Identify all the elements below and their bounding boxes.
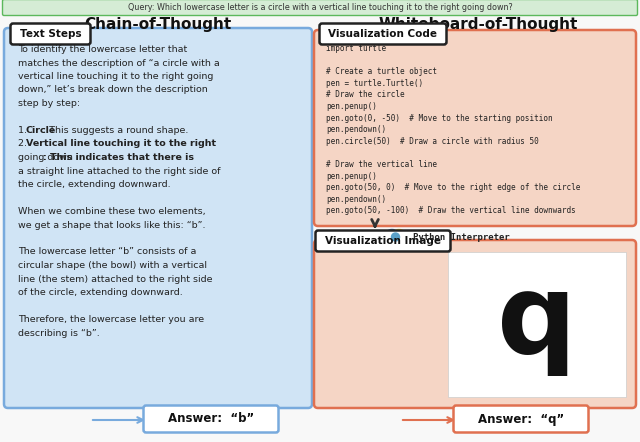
Text: we get a shape that looks like this: “b”.: we get a shape that looks like this: “b”…: [18, 221, 205, 229]
Text: : This indicates that there is: : This indicates that there is: [44, 153, 195, 162]
Text: Whiteboard-of-Thought: Whiteboard-of-Thought: [378, 16, 578, 31]
Text: import turtle: import turtle: [326, 44, 386, 53]
Text: q: q: [497, 268, 577, 376]
Text: a straight line attached to the right side of: a straight line attached to the right si…: [18, 167, 221, 175]
Text: Answer:  “b”: Answer: “b”: [168, 412, 254, 426]
FancyBboxPatch shape: [4, 28, 312, 408]
Text: pen.penup(): pen.penup(): [326, 102, 377, 111]
Text: pen = turtle.Turtle(): pen = turtle.Turtle(): [326, 79, 423, 88]
FancyBboxPatch shape: [3, 0, 637, 15]
Text: going down: going down: [18, 153, 73, 162]
Text: Text Steps: Text Steps: [20, 29, 81, 39]
Text: circular shape (the bowl) with a vertical: circular shape (the bowl) with a vertica…: [18, 261, 207, 270]
FancyBboxPatch shape: [316, 230, 451, 251]
Text: Vertical line touching it to the right: Vertical line touching it to the right: [26, 140, 216, 149]
Text: describing is “b”.: describing is “b”.: [18, 328, 100, 338]
Text: of the circle, extending downward.: of the circle, extending downward.: [18, 288, 183, 297]
Text: the circle, extending downward.: the circle, extending downward.: [18, 180, 171, 189]
Text: line (the stem) attached to the right side: line (the stem) attached to the right si…: [18, 274, 212, 283]
Text: pen.pendown(): pen.pendown(): [326, 195, 386, 204]
Text: Chain-of-Thought: Chain-of-Thought: [84, 16, 232, 31]
FancyBboxPatch shape: [10, 23, 90, 45]
Text: : This suggests a round shape.: : This suggests a round shape.: [43, 126, 188, 135]
Text: pen.circle(50)  # Draw a circle with radius 50: pen.circle(50) # Draw a circle with radi…: [326, 137, 539, 146]
FancyBboxPatch shape: [314, 30, 636, 226]
Text: Circle: Circle: [26, 126, 56, 135]
Text: When we combine these two elements,: When we combine these two elements,: [18, 207, 205, 216]
FancyBboxPatch shape: [314, 240, 636, 408]
Text: step by step:: step by step:: [18, 99, 80, 108]
FancyBboxPatch shape: [143, 405, 278, 433]
Text: matches the description of “a circle with a: matches the description of “a circle wit…: [18, 58, 220, 68]
Text: Python Interpreter: Python Interpreter: [413, 232, 509, 241]
Circle shape: [385, 229, 399, 244]
Text: pen.penup(): pen.penup(): [326, 171, 377, 181]
FancyBboxPatch shape: [319, 23, 447, 45]
Text: To identify the lowercase letter that: To identify the lowercase letter that: [18, 45, 188, 54]
Text: # Draw the circle: # Draw the circle: [326, 91, 404, 99]
Text: vertical line touching it to the right going: vertical line touching it to the right g…: [18, 72, 213, 81]
Circle shape: [392, 233, 399, 241]
Text: pen.goto(50, -100)  # Draw the vertical line downwards: pen.goto(50, -100) # Draw the vertical l…: [326, 206, 576, 215]
Text: pen.pendown(): pen.pendown(): [326, 125, 386, 134]
Text: 1.: 1.: [18, 126, 30, 135]
Text: pen.goto(50, 0)  # Move to the right edge of the circle: pen.goto(50, 0) # Move to the right edge…: [326, 183, 580, 192]
Text: Therefore, the lowercase letter you are: Therefore, the lowercase letter you are: [18, 315, 204, 324]
Text: 2.: 2.: [18, 140, 30, 149]
Text: Visualization Image: Visualization Image: [325, 236, 441, 246]
Text: # Create a turtle object: # Create a turtle object: [326, 67, 437, 76]
Text: Query: Which lowercase letter is a circle with a vertical line touching it to th: Query: Which lowercase letter is a circl…: [127, 3, 513, 12]
FancyBboxPatch shape: [454, 405, 589, 433]
Text: Visualization Code: Visualization Code: [328, 29, 438, 39]
Text: down,” let’s break down the description: down,” let’s break down the description: [18, 85, 208, 95]
Text: # Draw the vertical line: # Draw the vertical line: [326, 160, 437, 169]
Text: pen.goto(0, -50)  # Move to the starting position: pen.goto(0, -50) # Move to the starting …: [326, 114, 552, 122]
FancyBboxPatch shape: [448, 252, 626, 397]
Text: The lowercase letter “b” consists of a: The lowercase letter “b” consists of a: [18, 248, 196, 256]
Circle shape: [392, 229, 406, 244]
Text: Answer:  “q”: Answer: “q”: [478, 412, 564, 426]
